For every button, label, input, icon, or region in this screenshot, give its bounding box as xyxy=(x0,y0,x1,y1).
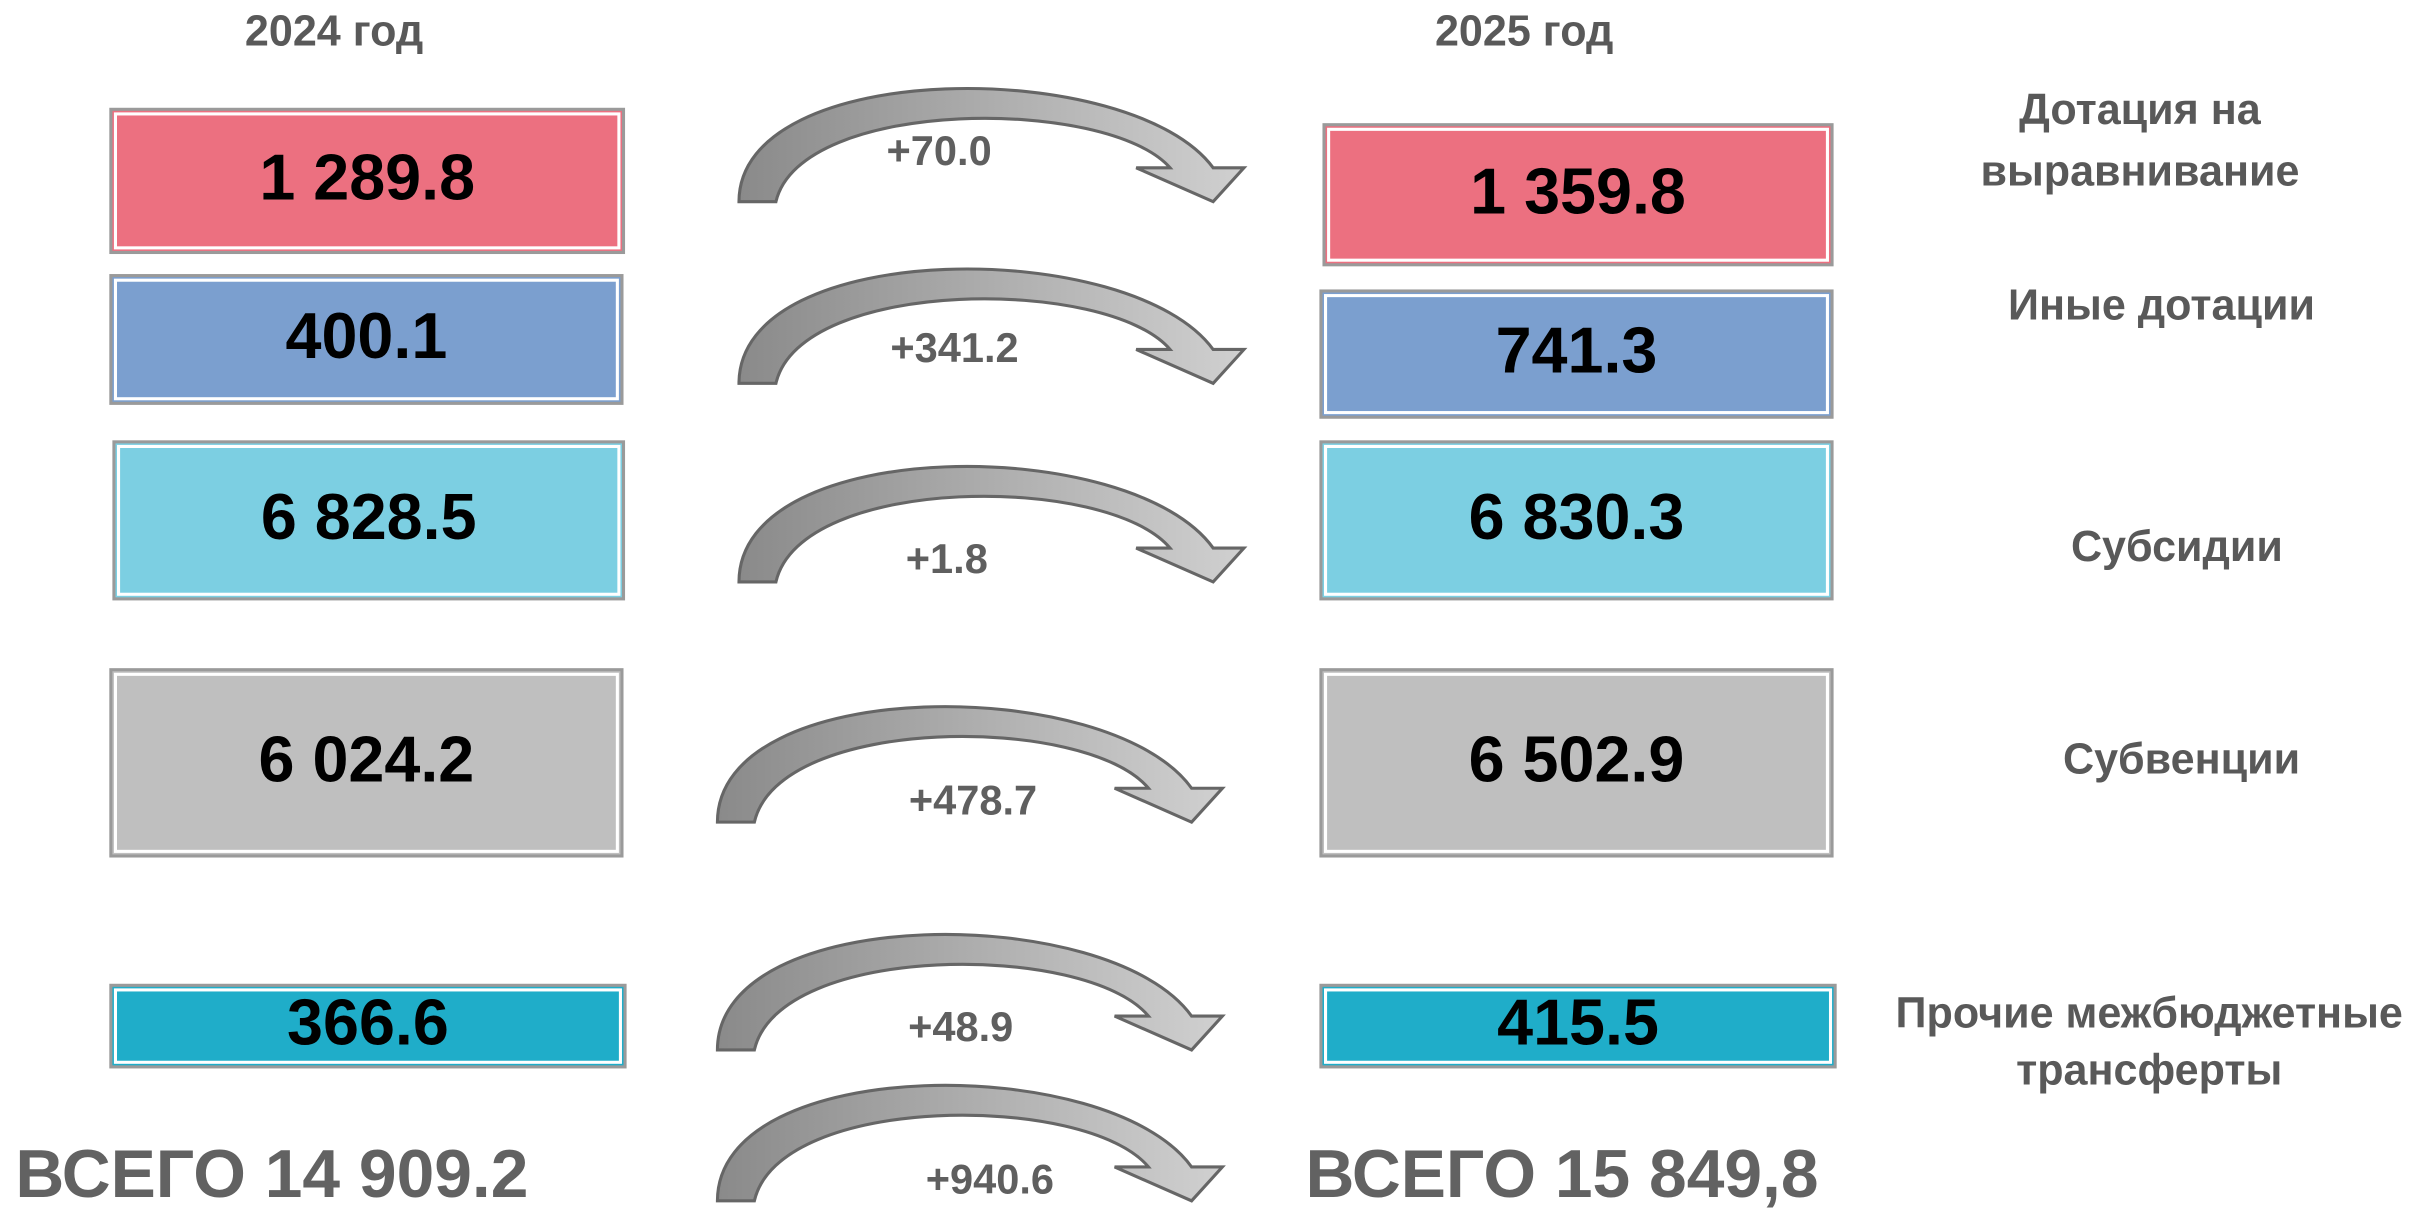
value-box xyxy=(112,440,626,601)
value-box xyxy=(109,274,624,405)
value: 6 502.9 xyxy=(1469,722,1685,795)
arrow xyxy=(715,705,1226,824)
change: +341.2 xyxy=(890,324,1018,371)
row-label: Прочие межбюджетные xyxy=(1896,989,2403,1037)
arrow xyxy=(737,86,1248,204)
value: 1 289.8 xyxy=(259,141,475,214)
value-box xyxy=(1319,668,1834,858)
value-box xyxy=(1319,289,1834,419)
row-label: трансферты xyxy=(2016,1046,2282,1094)
row-label: Субвенции xyxy=(2063,735,2300,783)
arrow xyxy=(737,464,1248,584)
value-box xyxy=(109,668,624,858)
value-box-inner xyxy=(1324,988,1833,1064)
value-box-inner xyxy=(113,278,619,401)
value-box-inner xyxy=(1324,444,1829,596)
value: 6 828.5 xyxy=(261,480,477,553)
value-box xyxy=(1319,440,1834,601)
row-label: Дотация на xyxy=(2019,86,2262,134)
arrow xyxy=(715,1083,1226,1203)
value-box-inner xyxy=(1324,672,1829,853)
value-box-inner xyxy=(113,112,621,250)
arrow xyxy=(737,267,1248,386)
value: 6 024.2 xyxy=(259,722,475,795)
value: 400.1 xyxy=(286,299,448,372)
value-box xyxy=(1319,983,1837,1069)
value-box-inner xyxy=(113,988,622,1064)
year-header: 2025 год xyxy=(1435,7,1613,55)
value: 6 830.3 xyxy=(1469,480,1685,553)
value: 366.6 xyxy=(287,986,449,1059)
value-box xyxy=(109,107,626,255)
change: +48.9 xyxy=(908,1003,1013,1050)
value-box-inner xyxy=(113,672,619,853)
total: ВСЕГО 14 909.2 xyxy=(15,1137,528,1209)
row-label: Субсидии xyxy=(2071,523,2283,571)
value-box xyxy=(109,983,627,1069)
row-label: выравнивание xyxy=(1980,147,2299,195)
value-box-inner xyxy=(1327,127,1829,262)
arrow xyxy=(715,933,1226,1052)
total: ВСЕГО 15 849,8 xyxy=(1306,1137,1819,1209)
value: 1 359.8 xyxy=(1470,154,1686,227)
change: +1.8 xyxy=(906,535,988,582)
year-header: 2024 год xyxy=(245,7,423,55)
change: +478.7 xyxy=(909,777,1037,824)
row-label: Иные дотации xyxy=(2008,281,2315,329)
value-box-inner xyxy=(117,444,621,596)
value: 415.5 xyxy=(1497,986,1659,1059)
value: 741.3 xyxy=(1496,314,1658,387)
value-box-inner xyxy=(1324,294,1829,415)
change: +940.6 xyxy=(926,1155,1054,1202)
change: +70.0 xyxy=(887,127,992,174)
value-box xyxy=(1322,123,1834,267)
